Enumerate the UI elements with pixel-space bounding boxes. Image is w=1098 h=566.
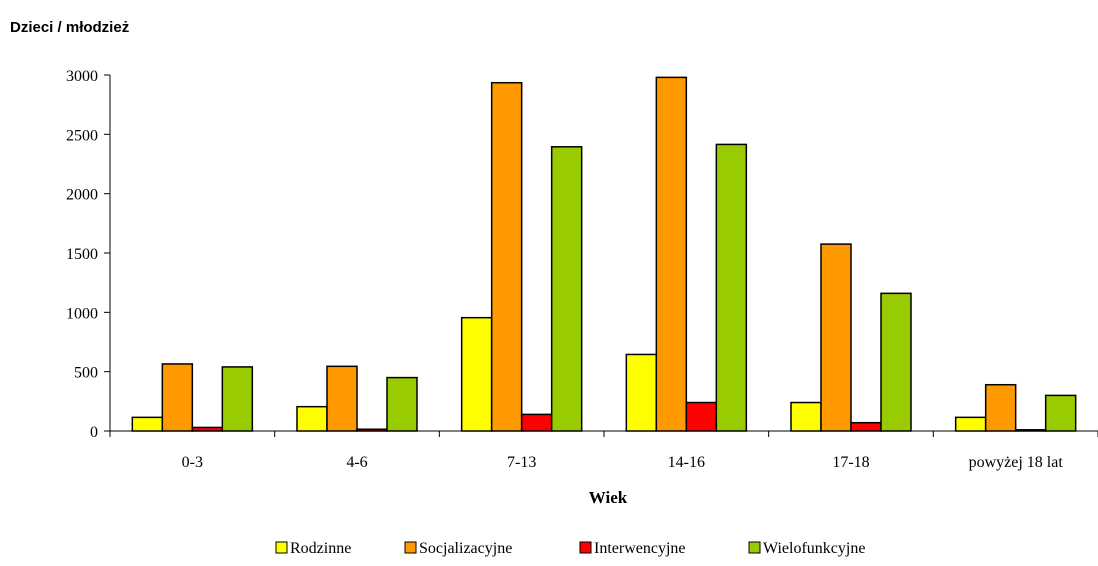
legend-label: Interwencyjne xyxy=(594,540,686,557)
bar-interwencyjne-5 xyxy=(1014,429,1047,432)
bar-rodzinne-2 xyxy=(460,316,493,432)
x-tick-label: 14-16 xyxy=(668,454,705,471)
bars xyxy=(131,76,1077,432)
bar-interwencyjne-3 xyxy=(685,401,718,432)
legend-label: Socjalizacyjne xyxy=(419,540,512,557)
bar-wielofunkcyjne-0 xyxy=(221,366,254,432)
legend-swatch xyxy=(579,541,592,554)
bar-interwencyjne-1 xyxy=(356,428,388,432)
y-tick-label: 1500 xyxy=(66,246,98,263)
chart-title: Dzieci / młodzież xyxy=(10,19,129,36)
bar-interwencyjne-2 xyxy=(520,413,553,432)
bar-interwencyjne-0 xyxy=(191,426,224,432)
bar-socjalizacyjne-1 xyxy=(326,365,358,432)
x-axis: 0-3 4-6 7-13 14-16 17-18 powyżej 18 lat xyxy=(109,430,1098,471)
legend-swatch xyxy=(275,541,288,554)
y-tick-label: 500 xyxy=(74,365,98,382)
x-axis-label: Wiek xyxy=(589,488,628,507)
x-tick-label: 4-6 xyxy=(346,454,367,471)
y-tick-label: 0 xyxy=(90,424,98,441)
bar-socjalizacyjne-2 xyxy=(490,81,523,432)
bar-wielofunkcyjne-1 xyxy=(386,376,418,432)
x-tick-label: 17-18 xyxy=(832,454,869,471)
bar-socjalizacyjne-0 xyxy=(161,363,194,432)
bar-rodzinne-0 xyxy=(131,416,164,432)
y-tick-label: 2500 xyxy=(66,127,98,144)
y-tick-label: 1000 xyxy=(66,305,98,322)
bar-wielofunkcyjne-3 xyxy=(715,143,748,432)
bar-wielofunkcyjne-4 xyxy=(880,292,912,432)
bar-socjalizacyjne-4 xyxy=(820,243,852,432)
bar-rodzinne-1 xyxy=(296,405,328,432)
bar-wielofunkcyjne-5 xyxy=(1044,394,1077,432)
x-tick-label: 7-13 xyxy=(507,454,536,471)
y-tick-label: 2000 xyxy=(66,187,98,204)
bar-wielofunkcyjne-2 xyxy=(550,146,583,432)
y-axis: 0 500 1000 1500 2000 2500 3000 xyxy=(66,68,111,441)
legend-label: Rodzinne xyxy=(290,540,351,557)
x-tick-label: powyżej 18 lat xyxy=(969,454,1064,471)
x-tick-label: 0-3 xyxy=(182,454,203,471)
legend-swatch xyxy=(404,541,417,554)
bar-socjalizacyjne-5 xyxy=(984,383,1017,432)
y-tick-label: 3000 xyxy=(66,68,98,85)
bar-rodzinne-3 xyxy=(625,353,658,432)
bar-rodzinne-5 xyxy=(954,416,987,432)
bar-rodzinne-4 xyxy=(790,401,822,432)
bar-interwencyjne-4 xyxy=(850,421,882,432)
legend-label: Wielofunkcyjne xyxy=(763,540,865,557)
bar-socjalizacyjne-3 xyxy=(655,76,688,432)
legend-swatch xyxy=(748,541,761,554)
legend: Rodzinne Socjalizacyjne Interwencyjne Wielo… xyxy=(275,540,865,557)
